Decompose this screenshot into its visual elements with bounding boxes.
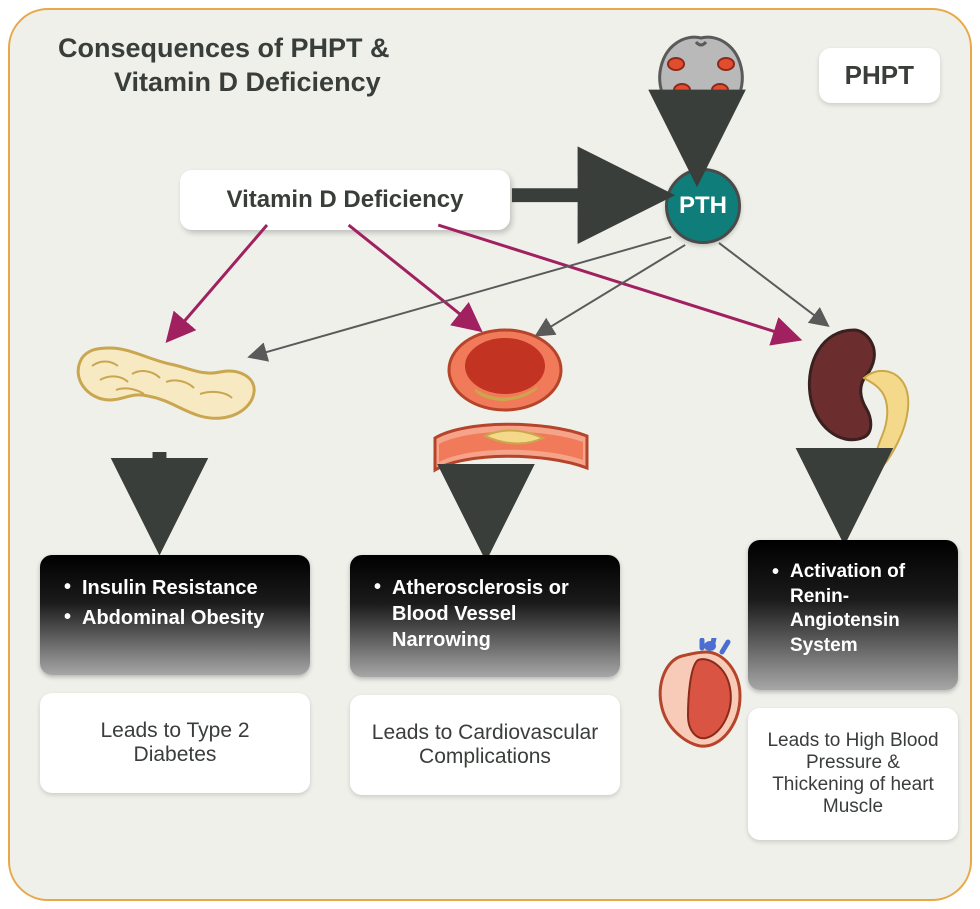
outcome-effects-1: Insulin Resistance Abdominal Obesity: [40, 555, 310, 675]
bullet: Abdominal Obesity: [64, 603, 292, 633]
outcome-effects-3: Activation of Renin-Angiotensin System: [748, 540, 958, 690]
title-line-2: Vitamin D Deficiency: [58, 66, 390, 100]
thyroid-icon: [646, 30, 756, 130]
pancreas-icon: [70, 338, 260, 433]
title-line-1: Consequences of PHPT &: [58, 32, 390, 66]
phpt-badge-label: PHPT: [845, 60, 914, 90]
outcome-leads-2: Leads to Cardiovascular Complications: [350, 695, 620, 795]
bullet: Insulin Resistance: [64, 573, 292, 603]
outcome-col-2: Atherosclerosis or Blood Vessel Narrowin…: [350, 555, 620, 795]
blood-vessel-icon: [425, 328, 595, 478]
outcome-leads-3: Leads to High Blood Pressure & Thickenin…: [748, 708, 958, 840]
outcome-effects-2: Atherosclerosis or Blood Vessel Narrowin…: [350, 555, 620, 677]
diagram-frame: Consequences of PHPT & Vitamin D Deficie…: [8, 8, 972, 901]
outcome-leads-1: Leads to Type 2 Diabetes: [40, 693, 310, 793]
outcome-col-3: Activation of Renin-Angiotensin System L…: [748, 540, 958, 840]
phpt-badge: PHPT: [819, 48, 940, 103]
pth-label: PTH: [679, 192, 727, 220]
kidney-icon: [800, 322, 940, 472]
vitamin-d-node: Vitamin D Deficiency: [180, 170, 510, 230]
heart-icon: [652, 638, 747, 753]
pth-node: PTH: [665, 168, 741, 244]
leads-text: Leads to Cardiovascular Complications: [368, 721, 602, 769]
outcome-col-1: Insulin Resistance Abdominal Obesity Lea…: [40, 555, 310, 793]
bullet: Activation of Renin-Angiotensin System: [772, 558, 940, 661]
leads-text: Leads to High Blood Pressure & Thickenin…: [766, 730, 940, 818]
diagram-title: Consequences of PHPT & Vitamin D Deficie…: [58, 32, 390, 100]
leads-text: Leads to Type 2 Diabetes: [58, 719, 292, 767]
bullet: Atherosclerosis or Blood Vessel Narrowin…: [374, 573, 602, 655]
vitamin-d-label: Vitamin D Deficiency: [227, 186, 464, 213]
